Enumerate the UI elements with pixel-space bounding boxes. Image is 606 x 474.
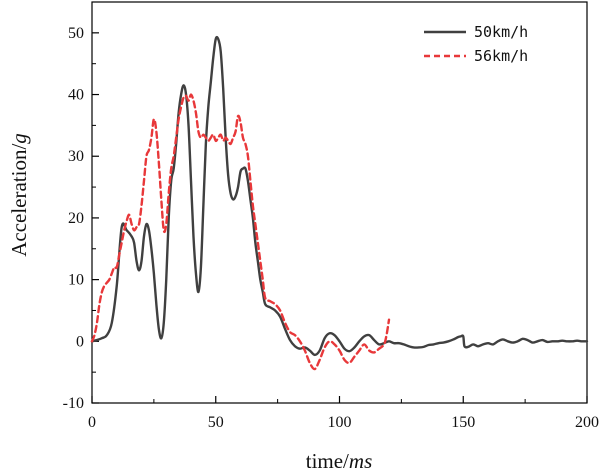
x-tick-label: 0 [88, 414, 96, 431]
y-tick-label: 50 [68, 25, 84, 42]
y-axis-title: Acceleration/g [7, 133, 31, 257]
y-tick-label: 40 [68, 87, 84, 104]
series-line-50kmh [90, 35, 589, 357]
x-tick-label: 150 [451, 414, 475, 431]
series-line-56kmh [90, 93, 391, 371]
x-tick-label: 50 [208, 414, 224, 431]
y-tick-label: 0 [76, 333, 84, 350]
y-tick-label: -10 [63, 395, 84, 412]
y-tick-label: 10 [68, 272, 84, 289]
x-axis-title: time/ms [306, 449, 373, 473]
legend: 50km/h 56km/h [424, 23, 528, 65]
x-tick-label: 200 [575, 414, 599, 431]
y-tick-label: 20 [68, 210, 84, 227]
series-layer [90, 35, 589, 371]
legend-label-50kmh: 50km/h [474, 23, 528, 41]
y-tick-label: 30 [68, 148, 84, 165]
legend-label-56kmh: 56km/h [474, 47, 528, 65]
x-tick-label: 100 [328, 414, 352, 431]
